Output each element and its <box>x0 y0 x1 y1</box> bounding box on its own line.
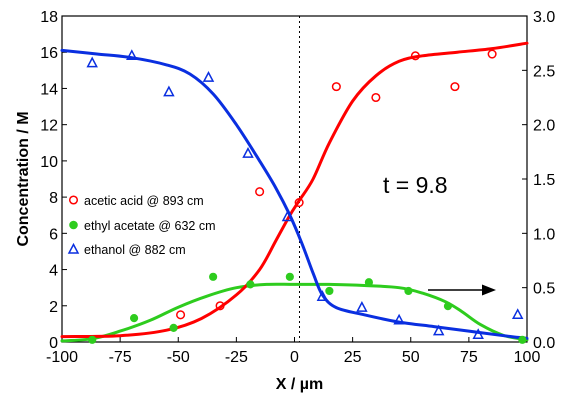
legend-marker-ethanol <box>67 242 80 254</box>
data-point-ethanol <box>393 313 405 325</box>
data-point-ethyl-acetate <box>325 286 334 296</box>
data-point-ethanol <box>86 56 98 68</box>
y-axis-title: Concentration / M <box>15 111 32 246</box>
legend: acetic acid @ 893 cm ethyl acetate @ 632… <box>67 194 216 257</box>
x-tick-label: 75 <box>460 349 478 366</box>
data-point-acetic-acid <box>331 82 341 92</box>
x-tick-label: 25 <box>344 349 362 366</box>
y-tick-label: 12 <box>40 118 58 135</box>
data-point-acetic-acid <box>215 301 225 311</box>
data-point-ethanol <box>126 49 138 61</box>
data-point-ethyl-acetate <box>518 335 527 344</box>
data-point-ethyl-acetate <box>364 278 373 287</box>
legend-label-acetic-acid: acetic acid @ 893 cm <box>84 194 204 208</box>
data-point-ethanol <box>472 328 484 340</box>
data-point-ethanol <box>511 308 524 320</box>
data-point-ethyl-acetate <box>285 272 294 281</box>
data-point-ethanol <box>432 324 445 336</box>
plot-area-frame <box>61 15 528 343</box>
x-tick-label: -75 <box>109 349 132 366</box>
x-axis-title: X / µm <box>276 376 323 393</box>
data-point-acetic-acid <box>410 51 420 61</box>
x-tick-label: -100 <box>46 349 78 366</box>
data-point-acetic-acid <box>176 310 186 320</box>
fit-curve-ethyl-acetate <box>60 282 529 343</box>
x-tick-label: 0 <box>290 349 299 366</box>
axis-ticks: -100 -75 -50 -25 0 25 50 75 100 0 2 4 6 8 10 12 14 16 18 0.… <box>40 9 555 366</box>
x-tick-label: -25 <box>225 349 248 366</box>
data-point-acetic-acid <box>487 49 497 59</box>
y-tick-label: 10 <box>40 154 58 171</box>
data-point-ethanol <box>281 210 294 222</box>
data-points <box>86 49 527 344</box>
right-axis-arrow <box>428 284 496 296</box>
y2-tick-label: 3.0 <box>533 9 555 26</box>
data-point-ethyl-acetate <box>129 313 139 323</box>
y2-tick-label: 0.0 <box>533 335 555 352</box>
y-tick-label: 8 <box>49 190 58 207</box>
data-point-acetic-acid <box>255 187 265 197</box>
data-point-ethyl-acetate <box>443 302 453 311</box>
legend-marker-acetic-acid <box>68 195 79 205</box>
data-point-ethyl-acetate <box>88 335 97 344</box>
data-point-ethanol <box>316 290 329 301</box>
y2-tick-label: 1.0 <box>533 226 555 243</box>
data-point-ethyl-acetate <box>209 272 218 281</box>
data-point-acetic-acid <box>294 197 304 208</box>
data-point-ethanol <box>242 146 254 158</box>
fit-curves <box>60 41 529 343</box>
data-point-acetic-acid <box>450 82 460 92</box>
y-tick-label: 18 <box>40 9 58 26</box>
y-tick-label: 16 <box>40 45 58 62</box>
data-point-ethanol <box>356 300 368 312</box>
y-tick-label: 4 <box>49 263 58 280</box>
data-point-ethanol <box>163 85 175 97</box>
x-tick-label: -50 <box>167 349 190 366</box>
data-point-acetic-acid <box>371 92 381 103</box>
y-tick-label: 14 <box>40 81 58 98</box>
x-tick-label: 50 <box>402 349 420 366</box>
x-tick-label: 100 <box>514 349 541 366</box>
y2-tick-label: 2.0 <box>533 118 555 135</box>
y2-tick-label: 2.5 <box>533 63 555 80</box>
data-point-ethyl-acetate <box>404 286 413 296</box>
fit-curve-ethanol <box>60 48 529 340</box>
legend-label-ethyl-acetate: ethyl acetate @ 632 cm <box>84 219 216 233</box>
y2-tick-label: 1.5 <box>533 172 555 189</box>
y-tick-label: 6 <box>49 226 58 243</box>
fit-curve-acetic-acid <box>60 41 529 339</box>
data-point-ethyl-acetate <box>169 323 178 332</box>
y-tick-label: 2 <box>49 299 58 316</box>
y-tick-label: 0 <box>49 335 58 352</box>
legend-marker-ethyl-acetate <box>69 220 78 230</box>
time-annotation: t = 9.8 <box>383 172 448 198</box>
y2-tick-label: 0.5 <box>533 281 555 298</box>
data-point-ethyl-acetate <box>246 280 255 289</box>
data-point-ethanol <box>202 70 215 82</box>
legend-label-ethanol: ethanol @ 882 cm <box>84 243 186 257</box>
